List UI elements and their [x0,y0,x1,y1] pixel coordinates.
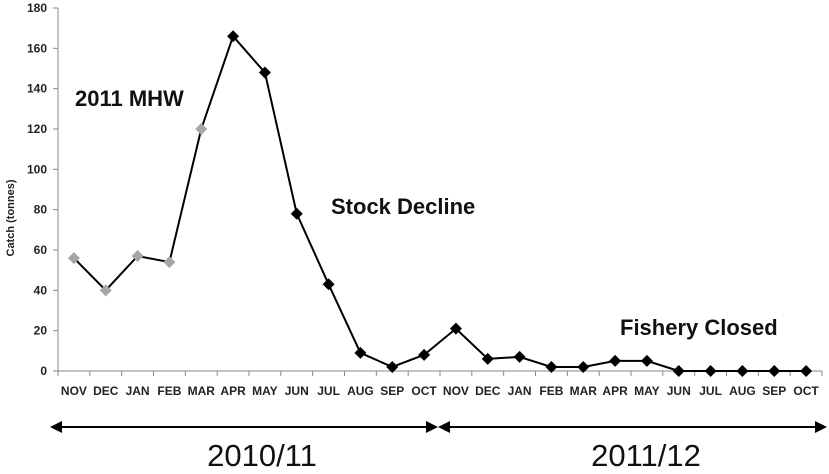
data-point [386,360,399,373]
y-tick-label: 20 [34,324,48,338]
data-point [418,348,431,361]
data-point [513,350,526,363]
data-point [322,278,335,291]
x-tick-label: NOV [61,384,87,398]
x-tick-label: AUG [729,384,756,398]
data-point [67,252,80,265]
x-tick-label: JUN [667,384,691,398]
data-point [481,352,494,365]
data-point [736,365,749,377]
data-point [99,284,112,297]
x-tick-label: JUL [699,384,722,398]
period-label-2010-11: 2010/11 [207,438,317,473]
x-tick-label: OCT [793,384,819,398]
x-tick-label: SEP [762,384,786,398]
period-label-2011-12: 2011/12 [591,438,701,473]
period-arrow-2010-11 [50,421,438,433]
data-point [449,322,462,335]
y-axis-label: Catch (tonnes) [5,179,17,256]
x-tick-label: FEB [157,384,181,398]
x-tick-label: NOV [443,384,469,398]
data-point [577,360,590,373]
x-tick-label: MAR [188,384,216,398]
y-tick-label: 160 [27,41,47,55]
annotation-stock-decline: Stock Decline [331,194,475,219]
x-tick-label: DEC [475,384,501,398]
x-tick-label: APR [220,384,246,398]
y-tick-label: 180 [27,1,47,15]
data-point [704,365,717,377]
y-tick-label: 100 [27,162,47,176]
data-point [258,66,271,79]
x-tick-label: JUN [285,384,309,398]
data-point [800,365,813,377]
y-tick-labels: 0 20 40 60 80 100 120 140 160 180 [27,1,47,378]
data-point [354,346,367,359]
data-point [227,30,240,43]
y-tick-label: 0 [40,364,47,378]
data-point [609,354,622,367]
annotation-fishery-closed: Fishery Closed [620,315,778,340]
x-tick-label: JAN [508,384,532,398]
data-point [290,207,303,220]
x-tick-label: AUG [347,384,374,398]
annotation-mhw: 2011 MHW [75,86,184,111]
y-tick-label: 80 [34,203,48,217]
y-tick-label: 40 [34,283,48,297]
data-point [545,360,558,373]
x-tick-label: JAN [126,384,150,398]
x-tick-label: APR [602,384,628,398]
y-tick-label: 120 [27,122,47,136]
x-tick-label: DEC [93,384,119,398]
period-arrow-2011-12 [438,421,827,433]
x-tick-label: MAY [634,384,660,398]
series-catch [67,30,813,377]
data-point [768,365,781,377]
y-tick-label: 60 [34,243,48,257]
data-point [131,250,144,263]
x-tick-label: MAY [252,384,278,398]
data-point [195,123,208,135]
data-point [640,354,653,367]
x-tick-labels: NOV DEC JAN FEB MAR APR MAY JUN JUL AUG SEP OCT NOV D… [61,384,820,398]
data-point [672,365,685,377]
x-tick-label: OCT [411,384,437,398]
y-tick-label: 140 [27,82,47,96]
x-tick-label: FEB [539,384,563,398]
x-tick-label: JUL [317,384,340,398]
x-tick-label: SEP [380,384,404,398]
x-tick-label: MAR [570,384,598,398]
data-point [163,256,176,269]
